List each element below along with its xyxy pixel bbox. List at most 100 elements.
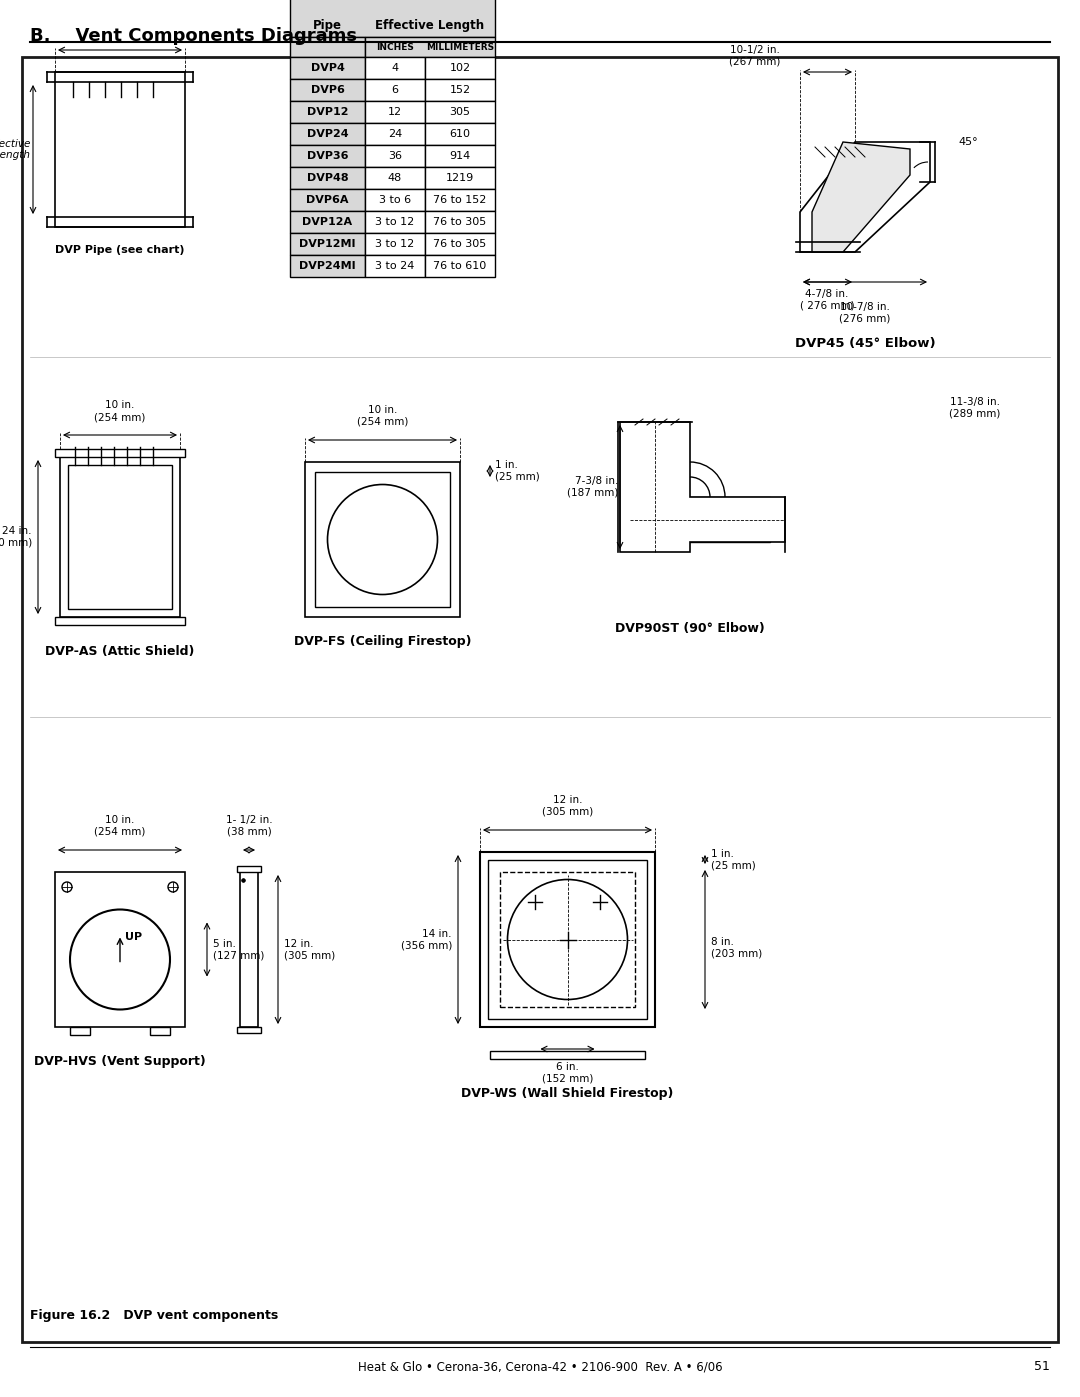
Polygon shape	[812, 142, 910, 251]
Bar	[240, 872, 258, 1027]
Bar	[426, 123, 495, 145]
Text: DVP90ST (90° Elbow): DVP90ST (90° Elbow)	[616, 622, 765, 636]
Bar	[365, 101, 426, 123]
Text: 10 in.
(254 mm): 10 in. (254 mm)	[94, 401, 146, 422]
Circle shape	[508, 880, 627, 999]
Bar	[291, 168, 365, 189]
Bar	[291, 145, 365, 168]
Bar	[291, 36, 365, 57]
Text: 12 in.
(305 mm): 12 in. (305 mm)	[284, 939, 335, 960]
Polygon shape	[800, 142, 930, 251]
Text: DVP Pipe (see chart): DVP Pipe (see chart)	[55, 244, 185, 256]
Text: 76 to 610: 76 to 610	[433, 261, 487, 271]
Bar	[70, 1027, 90, 1035]
Text: 305: 305	[449, 108, 471, 117]
Text: 24 in.
(610 mm): 24 in. (610 mm)	[0, 527, 32, 548]
Text: DVP4: DVP4	[311, 63, 345, 73]
Bar	[500, 872, 635, 1007]
Text: 14 in.
(356 mm): 14 in. (356 mm)	[401, 929, 453, 950]
Text: Pipe: Pipe	[313, 20, 342, 32]
Bar	[55, 448, 185, 457]
Text: DVP-HVS (Vent Support): DVP-HVS (Vent Support)	[35, 1055, 206, 1067]
Text: 48: 48	[388, 173, 402, 183]
Text: 11-3/8 in.
(289 mm): 11-3/8 in. (289 mm)	[948, 397, 1000, 419]
Text: 3 to 24: 3 to 24	[376, 261, 415, 271]
Bar	[291, 0, 495, 36]
Bar	[150, 1027, 170, 1035]
Text: 102: 102	[449, 63, 471, 73]
Text: DVP6A: DVP6A	[307, 196, 349, 205]
Text: 1 in.
(25 mm): 1 in. (25 mm)	[711, 849, 756, 870]
Text: 3 to 6: 3 to 6	[379, 196, 411, 205]
Bar	[365, 211, 426, 233]
Bar	[291, 256, 365, 277]
Text: 76 to 305: 76 to 305	[433, 239, 487, 249]
Text: 45°: 45°	[958, 137, 977, 147]
Text: Effective
Height/Length: Effective Height/Length	[0, 138, 31, 161]
Bar	[490, 1051, 645, 1059]
FancyBboxPatch shape	[22, 57, 1058, 1343]
Bar	[55, 73, 185, 226]
Text: 12 in.
(305 mm): 12 in. (305 mm)	[542, 795, 593, 817]
Text: 10 in.
(254 mm): 10 in. (254 mm)	[94, 816, 146, 837]
Circle shape	[70, 909, 170, 1010]
Text: 24: 24	[388, 129, 402, 138]
Circle shape	[327, 485, 437, 595]
Bar	[291, 80, 365, 101]
Bar	[426, 145, 495, 168]
Bar	[55, 617, 185, 624]
Bar	[68, 465, 172, 609]
Text: 914: 914	[449, 151, 471, 161]
Bar	[237, 866, 261, 872]
Bar	[426, 168, 495, 189]
Bar	[426, 57, 495, 80]
Bar	[291, 211, 365, 233]
Text: MILLIMETERS: MILLIMETERS	[426, 42, 494, 52]
Text: DVP12MI: DVP12MI	[299, 239, 355, 249]
Bar	[365, 256, 426, 277]
Bar	[365, 57, 426, 80]
Text: 1 in.
(25 mm): 1 in. (25 mm)	[495, 460, 540, 482]
Bar	[630, 497, 770, 542]
Bar	[55, 872, 185, 1027]
Text: DVP48: DVP48	[307, 173, 349, 183]
Bar	[480, 852, 654, 1027]
Text: Figure 16.2   DVP vent components: Figure 16.2 DVP vent components	[30, 1309, 279, 1322]
Bar	[237, 1027, 261, 1032]
Text: 76 to 305: 76 to 305	[433, 217, 487, 226]
Bar	[426, 211, 495, 233]
Text: B.    Vent Components Diagrams: B. Vent Components Diagrams	[30, 27, 357, 45]
Bar	[426, 101, 495, 123]
Bar	[426, 80, 495, 101]
Text: DVP12: DVP12	[307, 108, 348, 117]
Bar	[426, 233, 495, 256]
Text: 1219: 1219	[446, 173, 474, 183]
Text: Effective Length: Effective Length	[376, 20, 485, 32]
Bar	[365, 189, 426, 211]
Text: 12: 12	[388, 108, 402, 117]
Bar	[426, 189, 495, 211]
Text: 3 to 12: 3 to 12	[376, 217, 415, 226]
Polygon shape	[620, 422, 785, 552]
Bar	[365, 36, 495, 57]
Text: DVP-AS (Attic Shield): DVP-AS (Attic Shield)	[45, 645, 194, 658]
Text: 610: 610	[449, 129, 471, 138]
Text: DVP45 (45° Elbow): DVP45 (45° Elbow)	[795, 337, 935, 351]
Text: 1- 1/2 in.
(38 mm): 1- 1/2 in. (38 mm)	[226, 816, 272, 837]
Circle shape	[62, 882, 72, 893]
Text: 7-3/8 in.
(187 mm): 7-3/8 in. (187 mm)	[567, 476, 618, 497]
Text: DVP36: DVP36	[307, 151, 348, 161]
Text: 10-1/2 in.
(267 mm): 10-1/2 in. (267 mm)	[729, 45, 780, 67]
Bar	[305, 462, 460, 617]
Bar	[291, 57, 365, 80]
Text: DVP6: DVP6	[311, 85, 345, 95]
Text: 6 in.
(152 mm): 6 in. (152 mm)	[542, 1062, 593, 1084]
Text: 152: 152	[449, 85, 471, 95]
Text: 5 in.
(127 mm): 5 in. (127 mm)	[213, 939, 265, 960]
Bar	[426, 256, 495, 277]
Text: UP: UP	[125, 932, 143, 942]
Text: 10-7/8 in.
(276 mm): 10-7/8 in. (276 mm)	[839, 302, 891, 324]
Bar	[291, 189, 365, 211]
Bar	[60, 457, 180, 617]
Text: Heat & Glo • Cerona-36, Cerona-42 • 2106-900  Rev. A • 6/06: Heat & Glo • Cerona-36, Cerona-42 • 2106…	[357, 1361, 723, 1373]
